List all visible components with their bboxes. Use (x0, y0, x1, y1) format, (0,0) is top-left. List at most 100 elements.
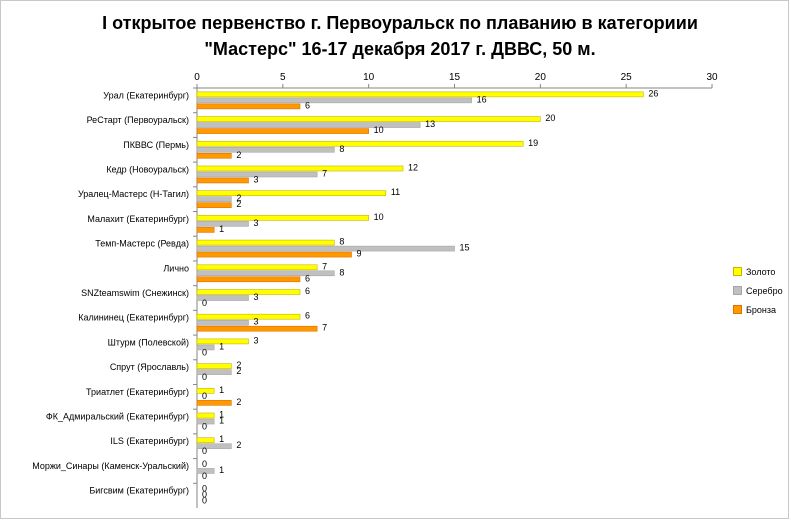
data-label: 3 (254, 317, 259, 327)
bar-gold (196, 363, 232, 369)
bar-silver (196, 443, 232, 450)
data-label: 0 (202, 446, 207, 456)
data-label: 1 (219, 224, 224, 234)
data-label: 20 (545, 113, 555, 123)
category-label: Кедр (Новоуральск) (106, 164, 189, 174)
data-label: 0 (202, 422, 207, 432)
data-label: 7 (322, 261, 327, 271)
data-label: 0 (202, 298, 207, 308)
bar-silver (196, 270, 335, 277)
data-label: 1 (219, 341, 224, 351)
legend-label: Бронза (746, 304, 777, 315)
category-label: Штурм (Полевской) (108, 337, 189, 347)
bar-gold (196, 116, 541, 122)
bar-gold (196, 289, 301, 295)
bar-silver (196, 97, 472, 104)
data-label: 1 (219, 385, 224, 395)
data-label: 1 (219, 410, 224, 420)
data-label: 3 (254, 292, 259, 302)
data-label: 8 (339, 237, 344, 247)
bar-silver (196, 245, 455, 252)
data-label: 15 (460, 243, 470, 253)
category-label: Уралец-Мастерс (Н-Тагил) (78, 189, 189, 199)
data-label: 1 (219, 465, 224, 475)
data-label: 2 (236, 150, 241, 160)
bar-silver (196, 146, 335, 153)
data-label: 8 (339, 267, 344, 277)
bar-silver (196, 319, 249, 326)
data-label: 0 (202, 459, 207, 469)
category-label: Спрут (Ярославль) (110, 362, 189, 372)
category-label: SNZteamswim (Снежинск) (81, 288, 189, 298)
data-label: 2 (236, 193, 241, 203)
data-label: 26 (648, 88, 658, 98)
bar-gold (196, 140, 524, 147)
legend-swatch (733, 267, 742, 276)
bar-gold (196, 338, 249, 345)
data-label: 2 (236, 360, 241, 370)
data-label: 13 (425, 119, 435, 129)
bar-bronze (196, 325, 318, 332)
data-label: 1 (219, 434, 224, 444)
bar-silver (196, 468, 215, 474)
data-label: 9 (357, 249, 362, 259)
category-label: Бигсвим (Екатеринбург) (89, 486, 189, 496)
data-label: 2 (236, 199, 241, 209)
category-label: Калининец (Екатеринбург) (78, 313, 189, 323)
bar-silver (196, 171, 318, 178)
x-tick-label: 15 (449, 72, 461, 83)
bar-gold (196, 239, 335, 246)
legend-swatch (733, 305, 742, 314)
legend-swatch (733, 286, 742, 295)
bar-bronze (196, 128, 369, 134)
bar-silver (196, 369, 232, 375)
bar-bronze (196, 400, 232, 406)
legend-item-bronze: Бронза (733, 300, 783, 319)
legend: Золото Серебро Бронза (733, 262, 783, 319)
data-label: 3 (254, 218, 259, 228)
bar-silver (196, 295, 249, 301)
data-label: 1 (219, 416, 224, 426)
data-label: 0 (202, 496, 207, 506)
bar-gold (196, 388, 215, 394)
data-label: 2 (236, 397, 241, 407)
bar-gold (196, 313, 301, 320)
category-label: ILS (Екатеринбург) (110, 436, 189, 446)
data-label: 6 (305, 286, 310, 296)
category-label: ПКВВС (Пермь) (123, 140, 189, 150)
data-label: 2 (236, 440, 241, 450)
data-label: 8 (339, 144, 344, 154)
data-label: 10 (374, 125, 384, 135)
legend-item-silver: Серебро (733, 281, 783, 300)
category-label: РеСтарт (Первоуральск) (87, 115, 189, 125)
bar-gold (196, 215, 369, 221)
bar-bronze (196, 103, 301, 110)
category-label: Лично (163, 263, 189, 273)
bar-gold (196, 437, 215, 444)
bar-gold (196, 165, 404, 172)
bar-bronze (196, 202, 232, 208)
data-label: 0 (202, 391, 207, 401)
bar-bronze (196, 152, 232, 159)
chart-title-line-1: I открытое первенство г. Первоуральск по… (102, 13, 698, 33)
chart-title: I открытое первенство г. Первоуральск по… (60, 10, 740, 62)
data-label: 0 (202, 347, 207, 357)
bar-gold (196, 264, 318, 271)
bar-silver (196, 344, 215, 351)
category-label: Моржи_Синары (Каменск-Уральский) (32, 461, 189, 471)
data-label: 16 (477, 94, 487, 104)
x-tick-label: 25 (621, 72, 633, 83)
category-label: Триатлет (Екатеринбург) (86, 387, 189, 397)
bar-gold (196, 190, 387, 196)
x-tick-label: 20 (535, 72, 547, 83)
chart-title-line-2: "Мастерс" 16-17 декабря 2017 г. ДВВС, 50… (204, 39, 596, 59)
bar-bronze (196, 177, 249, 184)
legend-label: Серебро (746, 285, 783, 296)
category-label: Урал (Екатеринбург) (103, 90, 189, 100)
category-label: Темп-Мастерс (Ревда) (95, 239, 189, 249)
category-label: Малахит (Екатеринбург) (87, 214, 189, 224)
data-label: 6 (305, 100, 310, 110)
x-tick-label: 5 (280, 72, 286, 83)
